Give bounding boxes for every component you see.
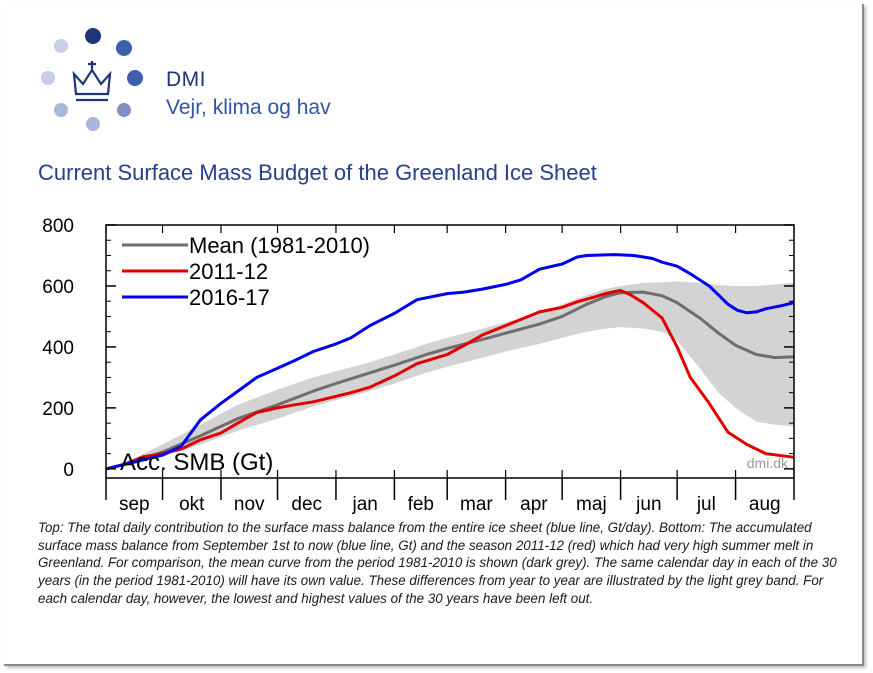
logo-dot xyxy=(127,70,143,86)
legend-label: Mean (1981-2010) xyxy=(189,233,370,258)
smb-chart: 0 200 400 600 800 sep okt nov dec jan feb mar apr ma… xyxy=(42,216,795,515)
x-month-label: nov xyxy=(234,494,265,515)
crown-icon xyxy=(72,61,112,102)
logo-dot xyxy=(85,28,101,44)
chart-caption: Top: The total daily contribution to the… xyxy=(38,520,837,606)
x-month-label: jan xyxy=(351,494,377,515)
page-title: Current Surface Mass Budget of the Green… xyxy=(38,160,597,185)
x-month-label: sep xyxy=(119,494,150,515)
logo-dot xyxy=(116,40,132,56)
x-month-label: jul xyxy=(696,494,716,515)
logo-dot xyxy=(86,117,100,131)
logo-dot xyxy=(117,103,131,117)
x-month-label: jun xyxy=(635,494,661,515)
legend-label: 2016-17 xyxy=(189,285,270,310)
brand-name: DMI xyxy=(166,68,206,91)
series-line-3 xyxy=(105,253,795,471)
x-month-label: feb xyxy=(408,494,434,515)
y-tick-label: 0 xyxy=(63,460,74,481)
brand-tagline: Vejr, klima og hav xyxy=(166,96,331,119)
credit-label: dmi.dk xyxy=(747,455,789,471)
x-month-label: apr xyxy=(520,494,548,515)
x-month-label: okt xyxy=(179,494,205,515)
logo-dot xyxy=(54,103,68,117)
legend-label: 2011-12 xyxy=(189,259,268,284)
x-month-label: maj xyxy=(576,494,607,515)
y-axis-title: Acc. SMB (Gt) xyxy=(120,449,273,476)
y-tick-label: 200 xyxy=(42,399,74,420)
dmi-logo[interactable] xyxy=(36,26,148,136)
x-month-label: mar xyxy=(460,494,493,515)
y-tick-label: 800 xyxy=(42,216,74,237)
series-line-2 xyxy=(105,289,795,471)
x-month-label: dec xyxy=(291,494,322,515)
logo-dot xyxy=(54,39,68,53)
y-tick-label: 400 xyxy=(42,338,74,359)
x-month-label: aug xyxy=(749,494,781,515)
logo-dot xyxy=(41,71,55,85)
y-tick-label: 600 xyxy=(42,277,74,298)
plot-border xyxy=(105,224,795,479)
